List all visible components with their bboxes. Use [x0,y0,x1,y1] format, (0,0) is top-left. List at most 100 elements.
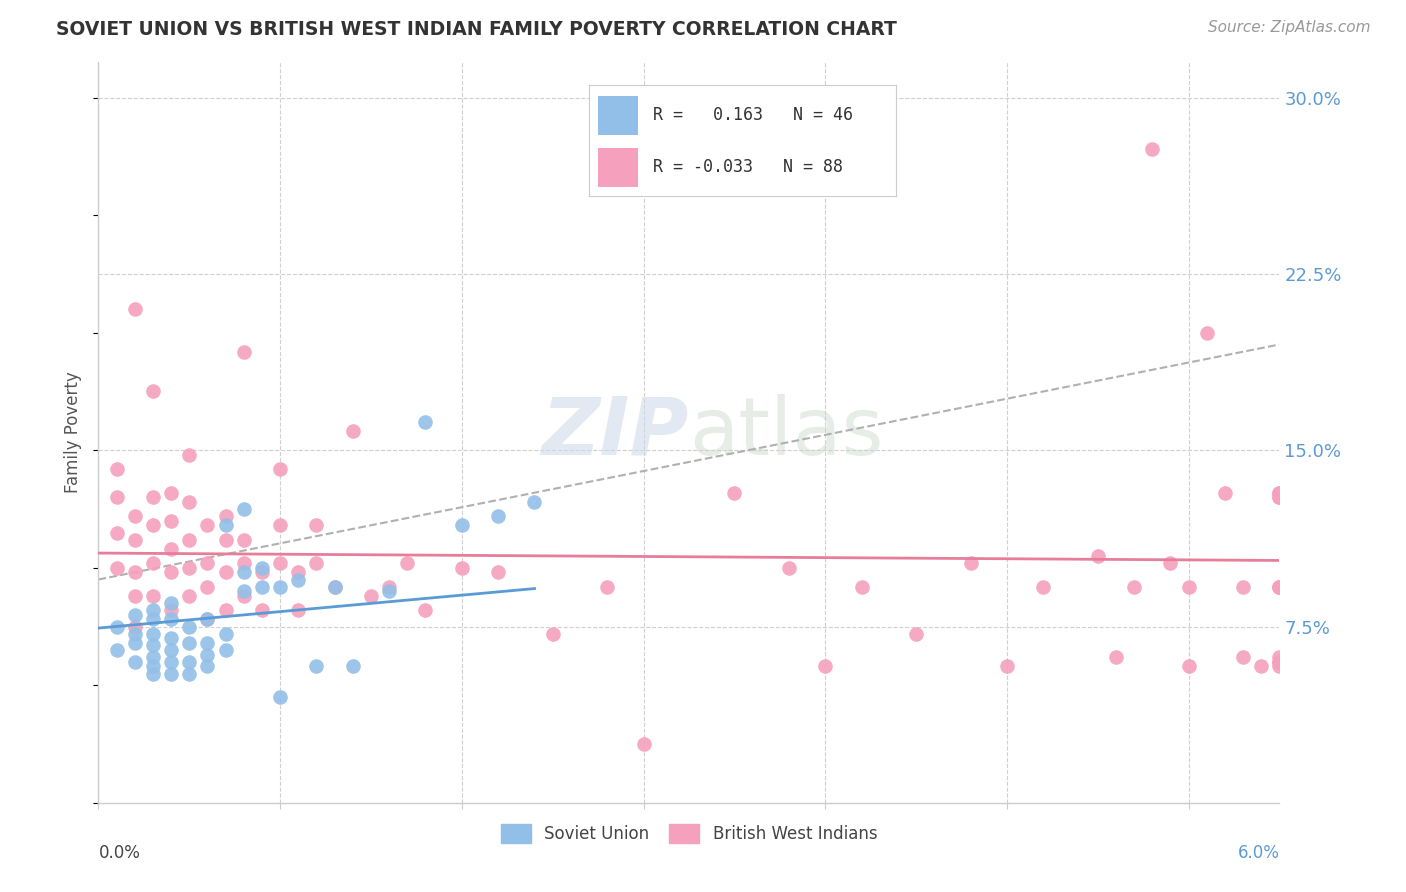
Point [1268,485,1291,500]
Point [160,514,183,528]
Point [197,518,219,533]
Point [142,650,165,665]
Point [269,462,291,476]
Point [287,573,309,587]
Point [142,666,165,681]
Point [959,556,981,570]
Point [396,556,419,570]
Point [214,509,236,524]
Point [124,636,146,650]
Point [778,561,800,575]
Point [160,655,183,669]
Point [105,619,128,633]
Point [1159,556,1181,570]
Point [269,580,291,594]
Point [323,580,346,594]
Point [342,425,364,439]
Point [232,566,254,580]
Point [160,632,183,646]
Point [1268,655,1291,669]
Point [160,566,183,580]
Point [1268,485,1291,500]
Text: ZIP: ZIP [541,393,689,472]
Point [250,603,273,617]
Point [851,580,873,594]
Point [197,556,219,570]
Point [1232,580,1254,594]
Point [232,502,254,516]
Point [179,495,201,509]
Y-axis label: Family Poverty: Family Poverty [65,372,83,493]
Point [486,509,509,524]
Point [596,580,619,594]
Point [214,643,236,657]
Point [1087,549,1109,563]
Point [197,612,219,626]
Point [160,541,183,556]
Point [105,525,128,540]
Point [1032,580,1054,594]
Point [142,626,165,640]
Point [232,533,254,547]
Point [179,448,201,462]
Point [1195,326,1218,340]
Point [214,626,236,640]
Point [415,603,437,617]
Point [269,556,291,570]
Point [232,344,254,359]
Point [1268,580,1291,594]
Point [1123,580,1146,594]
Point [214,518,236,533]
Point [269,518,291,533]
Point [450,561,472,575]
Point [287,603,309,617]
Point [160,596,183,610]
Point [197,648,219,662]
Point [1177,659,1199,673]
Point [124,566,146,580]
Point [450,518,472,533]
Point [142,659,165,673]
Point [342,659,364,673]
Point [214,603,236,617]
Point [814,659,837,673]
Point [250,566,273,580]
Point [305,659,328,673]
Point [142,603,165,617]
Point [179,619,201,633]
Point [633,737,655,751]
Point [1268,650,1291,665]
Point [142,518,165,533]
Point [105,561,128,575]
Point [1250,659,1272,673]
Point [142,638,165,652]
Point [541,626,564,640]
Point [105,490,128,504]
Point [142,490,165,504]
Point [232,556,254,570]
Point [179,636,201,650]
Point [105,462,128,476]
Point [142,589,165,603]
Point [1268,580,1291,594]
Point [142,556,165,570]
Point [124,589,146,603]
Point [378,580,401,594]
Text: SOVIET UNION VS BRITISH WEST INDIAN FAMILY POVERTY CORRELATION CHART: SOVIET UNION VS BRITISH WEST INDIAN FAMI… [56,20,897,38]
Point [360,589,382,603]
Point [305,518,328,533]
Text: 6.0%: 6.0% [1237,844,1279,862]
Point [905,626,928,640]
Point [160,603,183,617]
Point [1232,650,1254,665]
Point [124,619,146,633]
Point [995,659,1018,673]
Point [124,655,146,669]
Point [214,566,236,580]
Point [523,495,546,509]
Point [269,690,291,704]
Point [197,636,219,650]
Point [1177,580,1199,594]
Point [124,626,146,640]
Point [723,485,745,500]
